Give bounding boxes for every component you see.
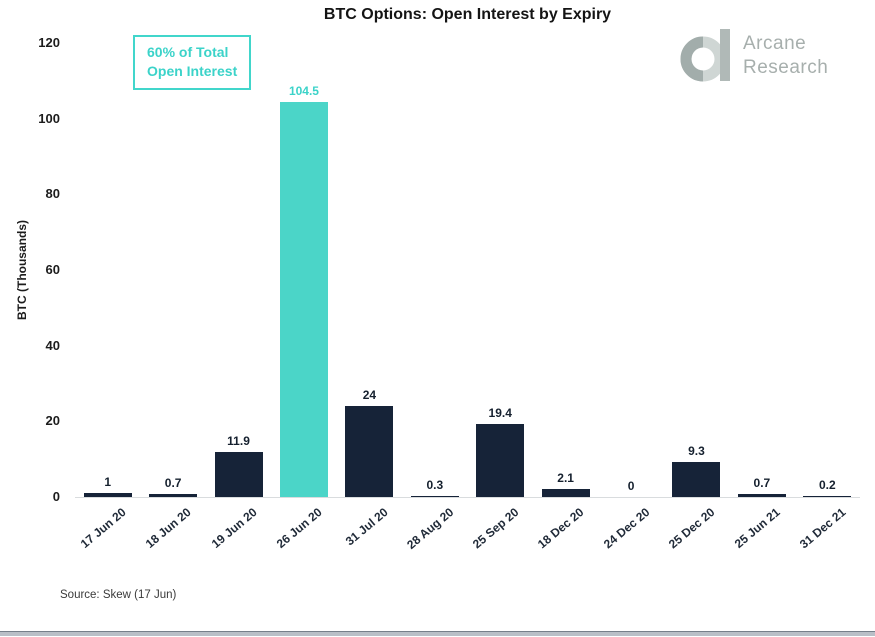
- x-tick-label: 17 Jun 20: [77, 505, 129, 551]
- bar-value-label: 0.7: [753, 476, 771, 490]
- x-tick-label: 24 Dec 20: [600, 505, 653, 552]
- bar-value-label: 0.7: [164, 476, 182, 490]
- bar-25-jun-21: [737, 494, 786, 497]
- arcane-logo-mark-icon: [680, 29, 730, 82]
- logo-text-line2: Research: [743, 57, 829, 78]
- x-axis-line: [75, 497, 860, 498]
- x-tick-label: 25 Dec 20: [666, 505, 718, 552]
- bar-value-label: 104.5: [288, 84, 319, 98]
- x-tick-label: 25 Jun 21: [731, 505, 783, 551]
- bar-18-jun-20: [149, 494, 198, 497]
- x-tick-label: 26 Jun 20: [274, 505, 325, 551]
- y-tick-label: 80: [45, 186, 60, 202]
- source-note: Source: Skew (17 Jun): [60, 589, 177, 601]
- bar-25-sep-20: [476, 424, 525, 497]
- annotation-line2: Open Interest: [147, 63, 238, 79]
- bar-value-label: 0.2: [818, 478, 836, 492]
- bar-value-label: 1: [104, 475, 112, 489]
- bar-value-label: 11.9: [227, 434, 250, 448]
- bar-25-dec-20: [672, 462, 721, 497]
- bar-value-label: 0.3: [426, 478, 444, 492]
- page-title: BTC Options: Open Interest by Expiry: [323, 6, 612, 23]
- bar-19-jun-20: [214, 452, 263, 497]
- bar-value-label: 9.3: [688, 444, 705, 458]
- y-tick-label: 0: [52, 489, 60, 504]
- bottom-rule: [0, 631, 875, 636]
- y-tick-label: 60: [45, 262, 60, 277]
- x-tick-label: 18 Jun 20: [143, 505, 195, 551]
- bar-value-label: 2.1: [557, 471, 574, 485]
- x-tick-label: 28 Aug 20: [403, 505, 456, 552]
- bar-value-label: 24: [362, 388, 377, 402]
- arcane-research-logo: Arcane Research: [680, 27, 828, 85]
- x-tick-label: 31 Jul 20: [342, 505, 391, 549]
- x-tick-label: 31 Dec 21: [796, 505, 849, 552]
- x-tick-label: 25 Sep 20: [469, 505, 522, 552]
- bar-26-jun-20: [279, 102, 328, 497]
- bar-17-jun-20: [83, 493, 132, 497]
- y-tick-label: 20: [45, 413, 60, 429]
- y-tick-label: 100: [38, 110, 60, 126]
- annotation-box: 60% of Total Open Interest: [133, 35, 252, 90]
- bar-28-aug-20: [410, 496, 459, 497]
- x-tick-label: 19 Jun 20: [208, 505, 260, 551]
- bar-value-label: 19.4: [488, 406, 512, 420]
- annotation-line1: 60% of Total: [147, 44, 229, 60]
- bar-31-dec-21: [803, 496, 852, 497]
- y-tick-label: 40: [45, 337, 60, 353]
- y-tick-label: 120: [38, 35, 60, 50]
- bar-18-dec-20: [541, 489, 590, 497]
- bar-value-label: 0: [627, 479, 635, 493]
- plot-area: 1 0.7 11.9 104.5 24 0.3 19.4 2.1 0 9.3 0.7 0.2 17 J…: [75, 0, 860, 637]
- logo-text-line1: Arcane: [743, 33, 807, 54]
- bar-31-jul-20: [345, 406, 394, 497]
- x-tick-label: 18 Dec 20: [535, 505, 587, 552]
- logo-text: Arcane Research: [743, 32, 828, 80]
